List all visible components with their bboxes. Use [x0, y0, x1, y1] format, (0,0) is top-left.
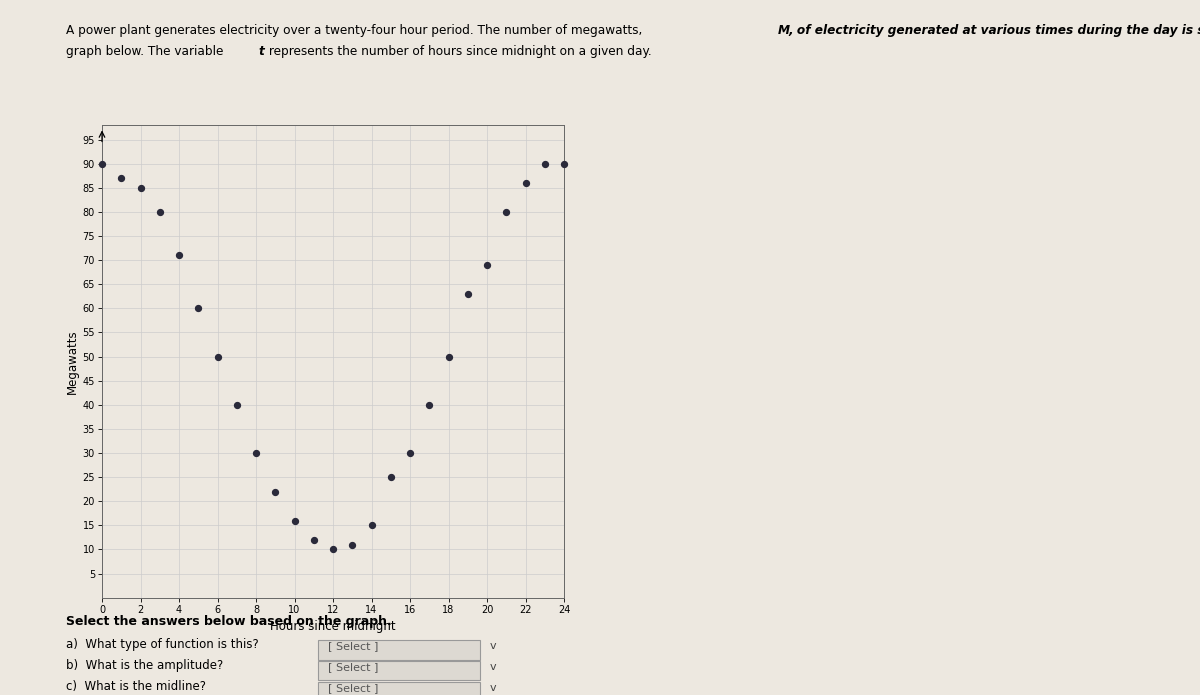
Point: [343, 539, 362, 550]
Text: represents the number of hours since midnight on a given day.: represents the number of hours since mid…: [265, 45, 652, 58]
Point: [208, 351, 227, 362]
Point: [535, 158, 554, 170]
Point: [458, 288, 478, 300]
Text: v: v: [490, 683, 497, 693]
Point: [382, 472, 401, 483]
Point: [284, 515, 304, 526]
Point: [188, 303, 208, 314]
Text: v: v: [490, 641, 497, 651]
Text: [ Select ]: [ Select ]: [328, 641, 378, 651]
Point: [92, 158, 112, 170]
Point: [246, 448, 265, 459]
Point: [401, 448, 420, 459]
Point: [227, 399, 246, 410]
Point: [516, 177, 535, 188]
Text: M: M: [778, 24, 790, 38]
Text: A power plant generates electricity over a twenty-four hour period. The number o: A power plant generates electricity over…: [66, 24, 646, 38]
Y-axis label: Megawatts: Megawatts: [65, 329, 78, 393]
Point: [131, 182, 150, 193]
Text: b)  What is the amplitude?: b) What is the amplitude?: [66, 659, 223, 672]
Text: [ Select ]: [ Select ]: [328, 662, 378, 672]
Point: [324, 544, 343, 555]
Point: [497, 206, 516, 218]
Point: [265, 486, 284, 497]
Text: , of electricity generated at various times during the day is shown by the: , of electricity generated at various ti…: [788, 24, 1200, 38]
Point: [439, 351, 458, 362]
Point: [420, 399, 439, 410]
Point: [478, 259, 497, 270]
Point: [112, 172, 131, 183]
Text: [ Select ]: [ Select ]: [328, 683, 378, 693]
Text: a)  What type of function is this?: a) What type of function is this?: [66, 638, 259, 651]
Text: Select the answers below based on the graph.: Select the answers below based on the gr…: [66, 615, 391, 628]
Point: [150, 206, 169, 218]
Text: c)  What is the midline?: c) What is the midline?: [66, 680, 206, 693]
Point: [169, 250, 188, 261]
Point: [554, 158, 574, 170]
Text: t: t: [258, 45, 264, 58]
X-axis label: Hours since midnight: Hours since midnight: [270, 620, 396, 633]
Text: v: v: [490, 662, 497, 672]
Point: [362, 520, 382, 531]
Point: [304, 534, 323, 546]
Text: graph below. The variable: graph below. The variable: [66, 45, 227, 58]
